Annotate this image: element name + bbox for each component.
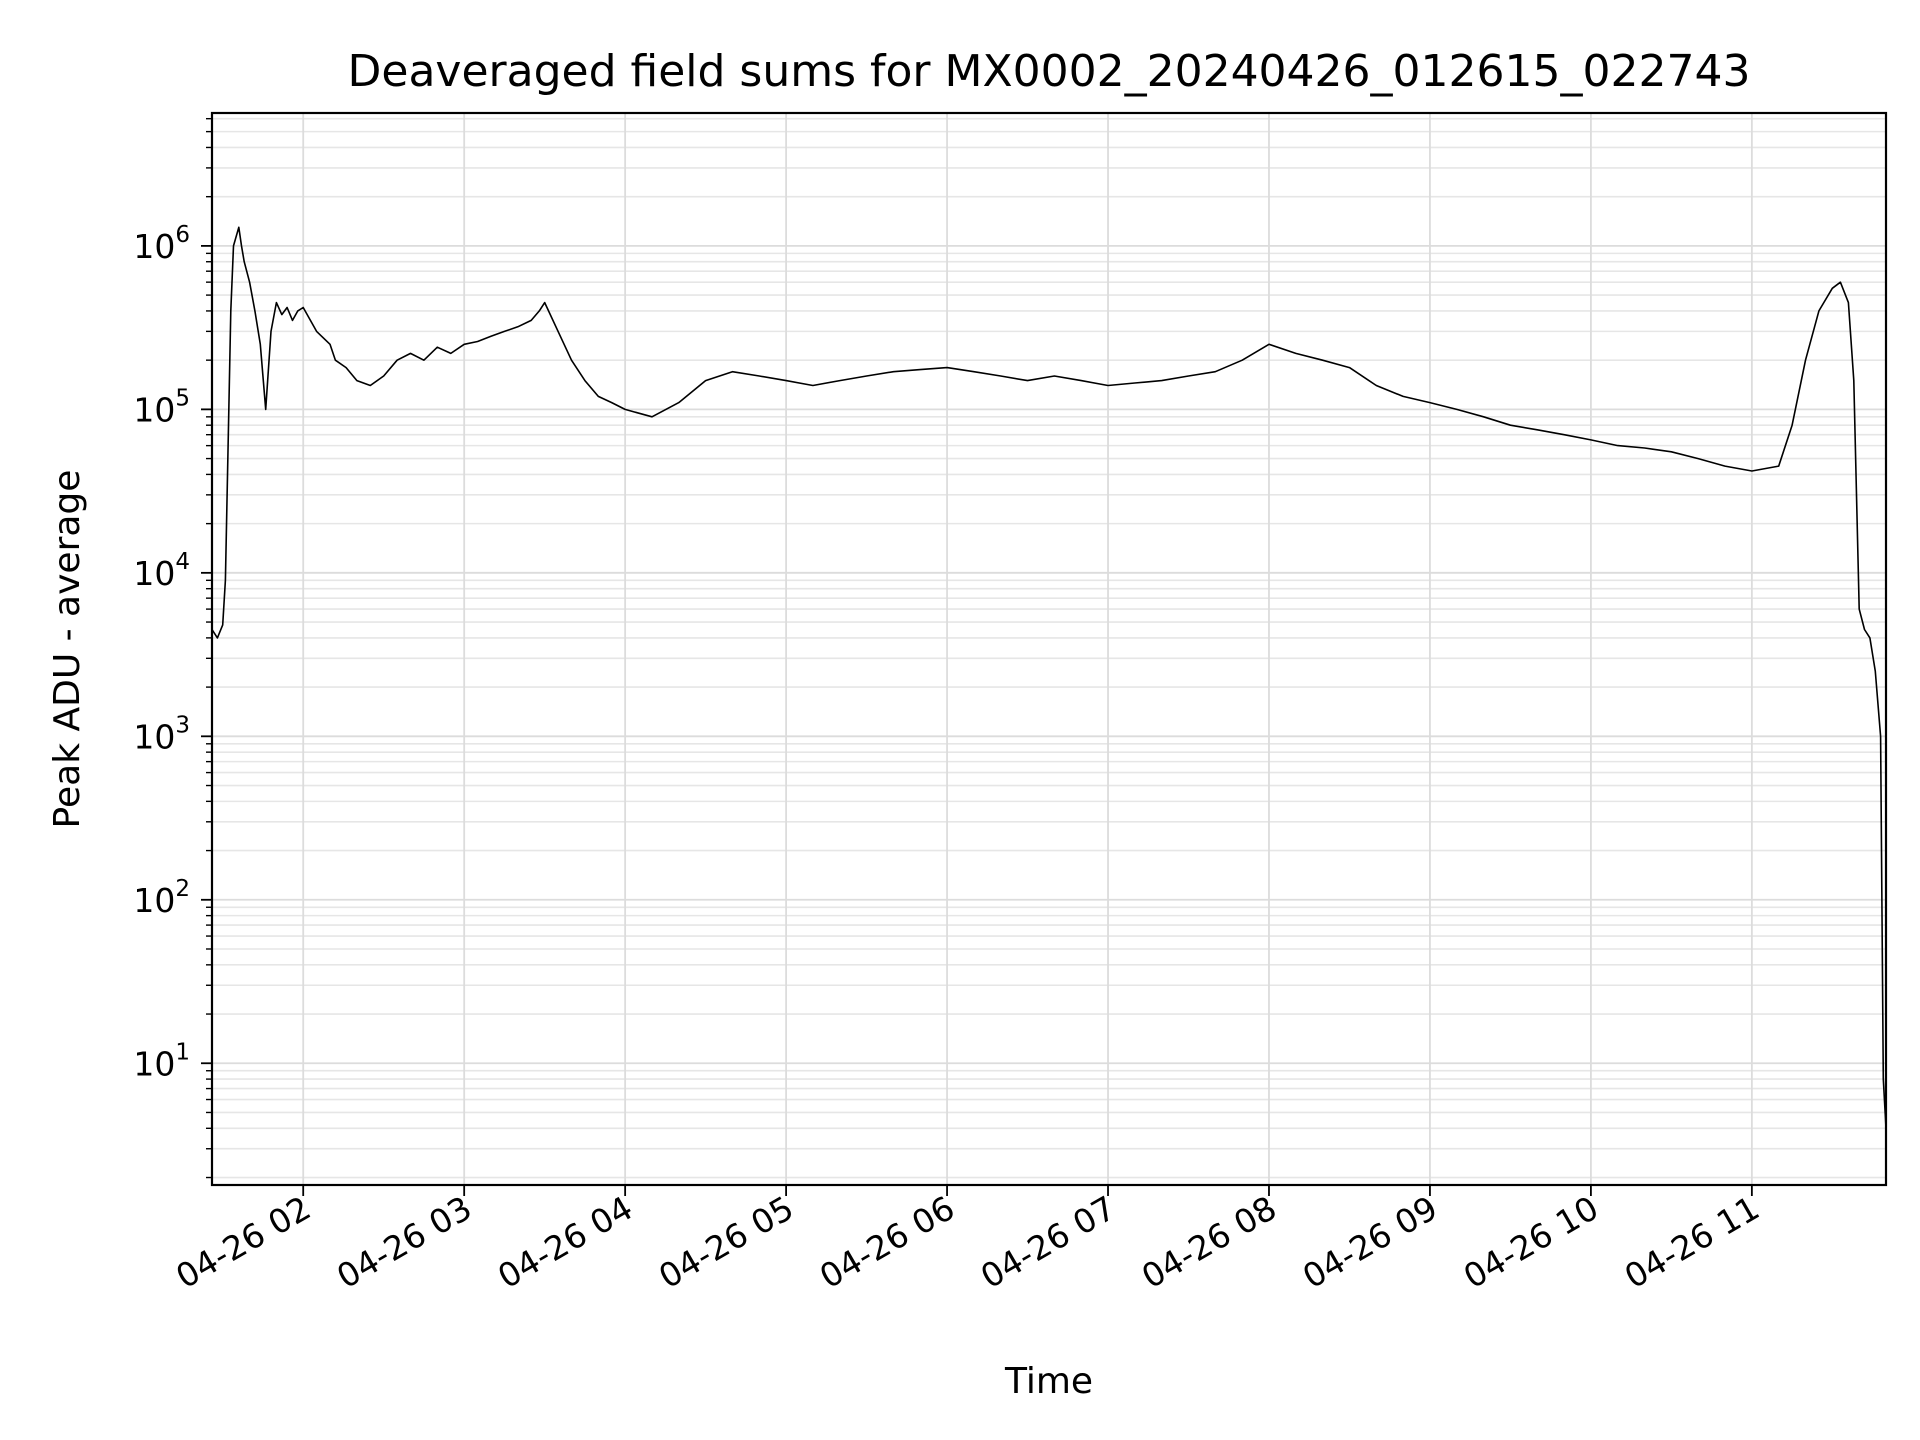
chart-title: Deaveraged field sums for MX0002_2024042… [348, 46, 1751, 97]
y-axis: 101 102 103 104 105 106 [133, 117, 212, 1179]
series-line [211, 226, 1887, 1129]
grid-minor [212, 117, 1886, 1179]
y-tick-label: 106 [133, 222, 190, 266]
y-tick-label: 103 [133, 712, 190, 756]
y-axis-label: Peak ADU - average [47, 470, 88, 829]
y-tick-label: 105 [133, 385, 190, 429]
y-tick-label: 104 [133, 549, 190, 593]
y-tick-label: 101 [133, 1039, 190, 1083]
y-tick-label: 102 [133, 876, 190, 920]
grid-major [212, 113, 1886, 1185]
x-axis-label: Time [1004, 1361, 1093, 1402]
plot-frame [210, 111, 1888, 1187]
series-layer [211, 226, 1887, 1129]
